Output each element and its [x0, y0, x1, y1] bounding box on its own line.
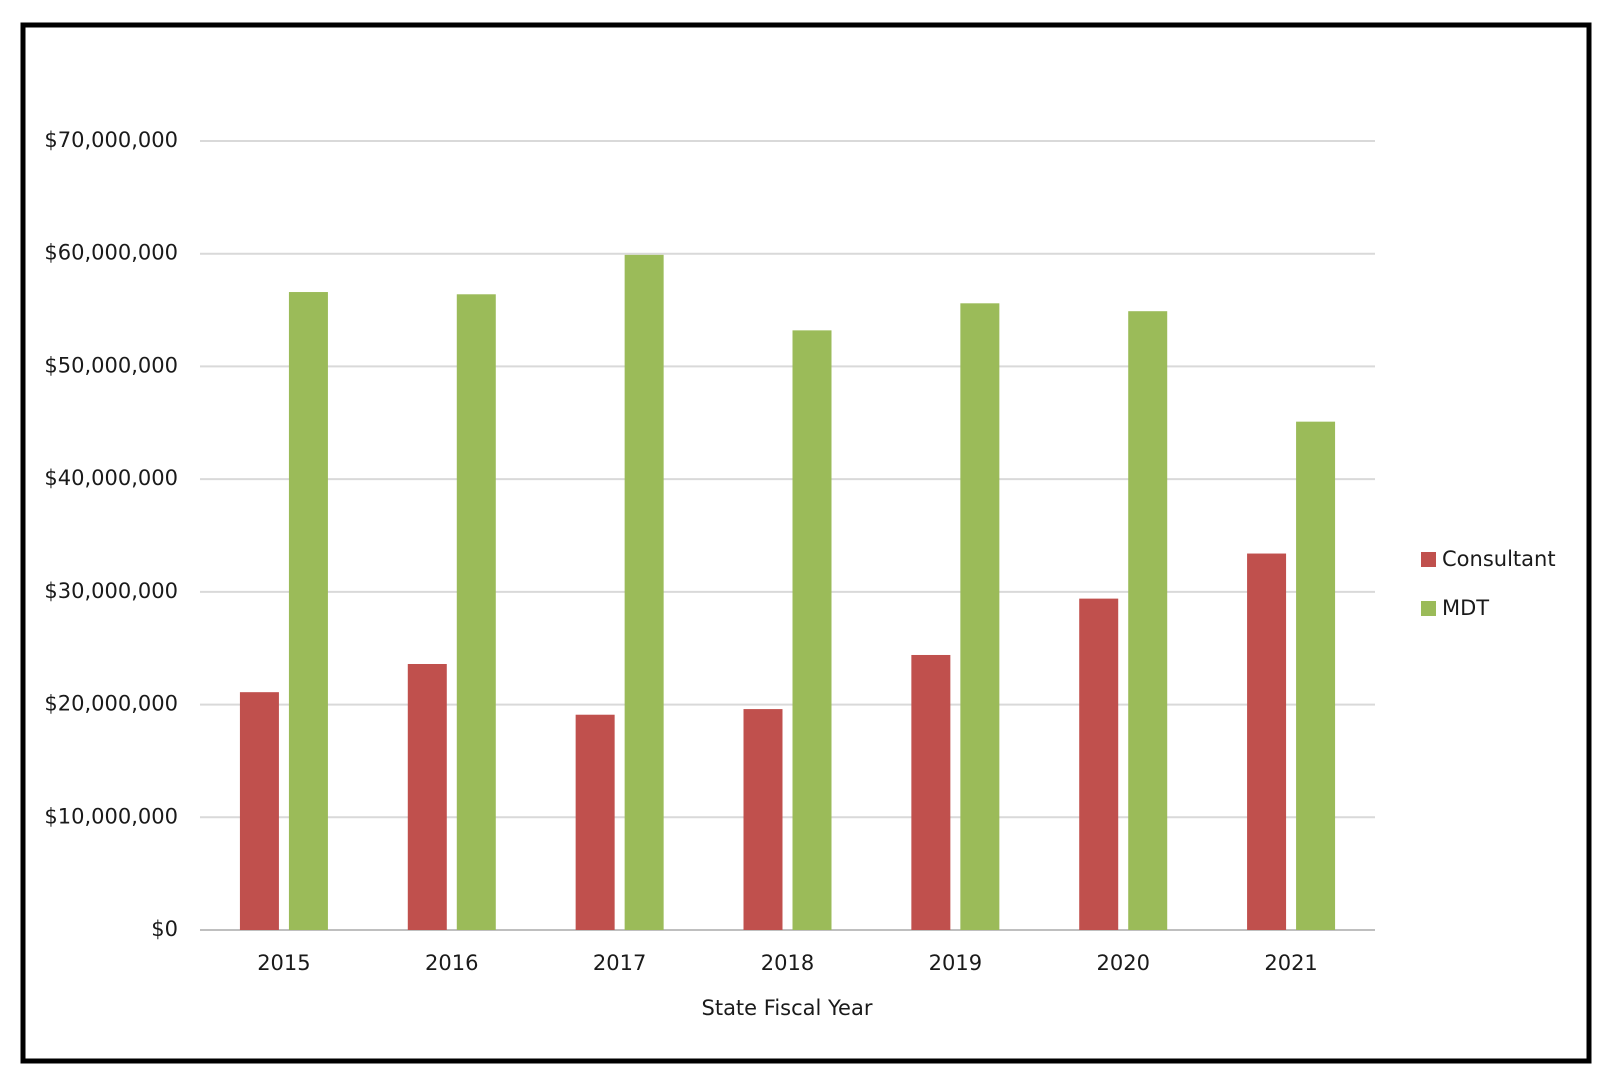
bar: [239, 692, 279, 930]
x-tick-label: 2015: [257, 951, 310, 975]
y-tick-label: $20,000,000: [44, 692, 178, 716]
bar: [743, 709, 783, 930]
x-tick-label: 2016: [425, 951, 478, 975]
x-tick-label: 2018: [761, 951, 814, 975]
bar: [575, 714, 615, 930]
bar: [1296, 421, 1336, 930]
y-tick-label: $60,000,000: [44, 241, 178, 265]
bar: [911, 654, 951, 930]
bar: [960, 303, 1000, 930]
bar: [792, 330, 832, 930]
bar: [1247, 553, 1287, 930]
bar: [288, 292, 328, 931]
bar: [1128, 311, 1168, 930]
legend-label: Consultant: [1442, 547, 1556, 571]
y-tick-label: $30,000,000: [44, 579, 178, 603]
x-tick-label: 2019: [929, 951, 982, 975]
x-tick-label: 2021: [1264, 951, 1317, 975]
legend-label: MDT: [1442, 596, 1489, 620]
y-tick-label: $40,000,000: [44, 466, 178, 490]
x-tick-label: 2020: [1096, 951, 1149, 975]
x-tick-label: 2017: [593, 951, 646, 975]
bar: [1079, 598, 1119, 930]
y-tick-label: $50,000,000: [44, 353, 178, 377]
bar: [407, 663, 447, 930]
y-tick-label: $70,000,000: [44, 128, 178, 152]
bar: [456, 294, 496, 930]
y-tick-label: $0: [151, 917, 178, 941]
x-axis-title: State Fiscal Year: [702, 996, 873, 1020]
legend-swatch: [1421, 552, 1436, 567]
bar: [624, 254, 664, 930]
legend-swatch: [1421, 601, 1436, 616]
y-tick-label: $10,000,000: [44, 804, 178, 828]
